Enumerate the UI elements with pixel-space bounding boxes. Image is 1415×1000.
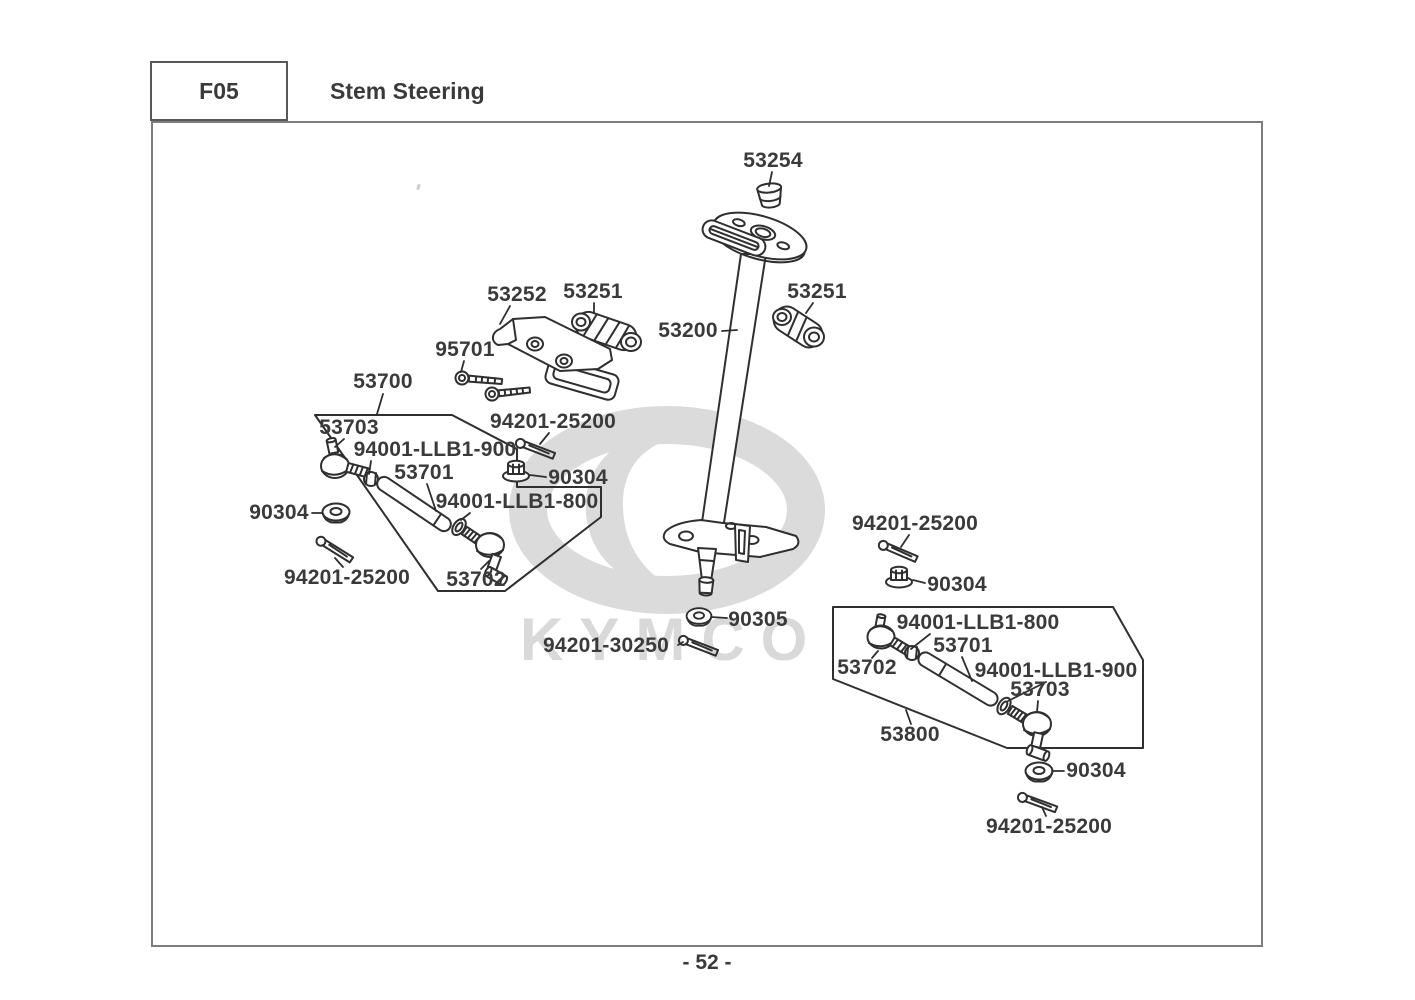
- kymco-emblem: [585, 428, 684, 589]
- cotter-pin-94201-25200: [876, 538, 921, 564]
- clamp-53251-right: [772, 305, 825, 349]
- label-94001-llb1-800-right: 94001-LLB1-800: [896, 611, 1060, 634]
- tie-rod-left: [320, 437, 509, 587]
- label-53701-right: 53701: [933, 634, 993, 657]
- section-code: F05: [199, 77, 239, 104]
- label-90304-farleft: 90304: [249, 501, 309, 524]
- label-53251-right: 53251: [787, 280, 847, 303]
- label-53701-left: 53701: [394, 461, 454, 484]
- label-53252: 53252: [487, 283, 547, 306]
- label-94201-30250: 94201-30250: [543, 634, 669, 657]
- bushing-53254: [756, 182, 783, 209]
- stem-bottom-bracket: [662, 519, 800, 597]
- label-53251-left: 53251: [563, 280, 623, 303]
- label-53703-right: 53703: [1010, 678, 1070, 701]
- tie-rod-53701: [376, 475, 452, 533]
- label-90304-right: 90304: [927, 573, 987, 596]
- group-outline-left: [314, 414, 602, 592]
- label-53702-right: 53702: [837, 656, 897, 679]
- leader-lines: [311, 171, 1065, 817]
- stud-tip: [483, 565, 509, 587]
- label-53200: 53200: [658, 319, 718, 342]
- label-53703-left: 53703: [319, 416, 379, 439]
- label-53254: 53254: [743, 149, 803, 172]
- section-code-box: F05: [150, 61, 288, 121]
- kymco-wordmark: KYMCO: [520, 606, 823, 673]
- bushing-90305: [685, 607, 713, 627]
- diagram-frame: [151, 121, 1263, 947]
- label-95701: 95701: [435, 338, 495, 361]
- label-94001-llb1-800-left: 94001-LLB1-800: [435, 490, 599, 513]
- clamp-53251-left: [571, 310, 642, 352]
- page-number: - 52 -: [682, 951, 732, 974]
- label-53702-left: 53702: [446, 568, 506, 591]
- stud-tip: [1025, 744, 1051, 762]
- bracket-53252: [492, 316, 620, 401]
- page-title: Stem Steering: [330, 78, 485, 104]
- label-94001-llb1-900-left: 94001-LLB1-900: [353, 438, 517, 461]
- flange-nut-90304-top: [1024, 761, 1054, 783]
- tie-rod-right: [866, 613, 1052, 762]
- label-53700: 53700: [353, 370, 413, 393]
- label-94201-25200-right: 94201-25200: [852, 512, 978, 535]
- ball-stud: [325, 437, 340, 455]
- flange-nut-90304: [885, 565, 913, 589]
- flange-nut-90304-top: [321, 502, 351, 524]
- label-90304-bottomright: 90304: [1066, 759, 1126, 782]
- label-90305: 90305: [728, 608, 788, 631]
- tie-rod-53701: [917, 651, 999, 707]
- label-53800: 53800: [880, 723, 940, 746]
- washer-94001-llb1-900: [996, 696, 1012, 716]
- steering-stem-shaft: [700, 253, 767, 530]
- kymco-watermark: KYMCO: [509, 406, 825, 673]
- label-94001-llb1-900-right: 94001-LLB1-900: [974, 659, 1138, 682]
- cotter-pin-94201-25200: [1015, 791, 1060, 814]
- bolts-95701: [454, 370, 532, 402]
- stem-top-channel: [701, 219, 767, 257]
- label-94201-25200-bottomright: 94201-25200: [986, 815, 1112, 838]
- kymco-ring: [509, 406, 825, 614]
- label-94201-25200-bottomleft: 94201-25200: [284, 566, 410, 589]
- label-90304-leftgroup: 90304: [548, 466, 608, 489]
- group-outline-right: [832, 606, 1144, 749]
- label-94201-25200-topleft: 94201-25200: [490, 410, 616, 433]
